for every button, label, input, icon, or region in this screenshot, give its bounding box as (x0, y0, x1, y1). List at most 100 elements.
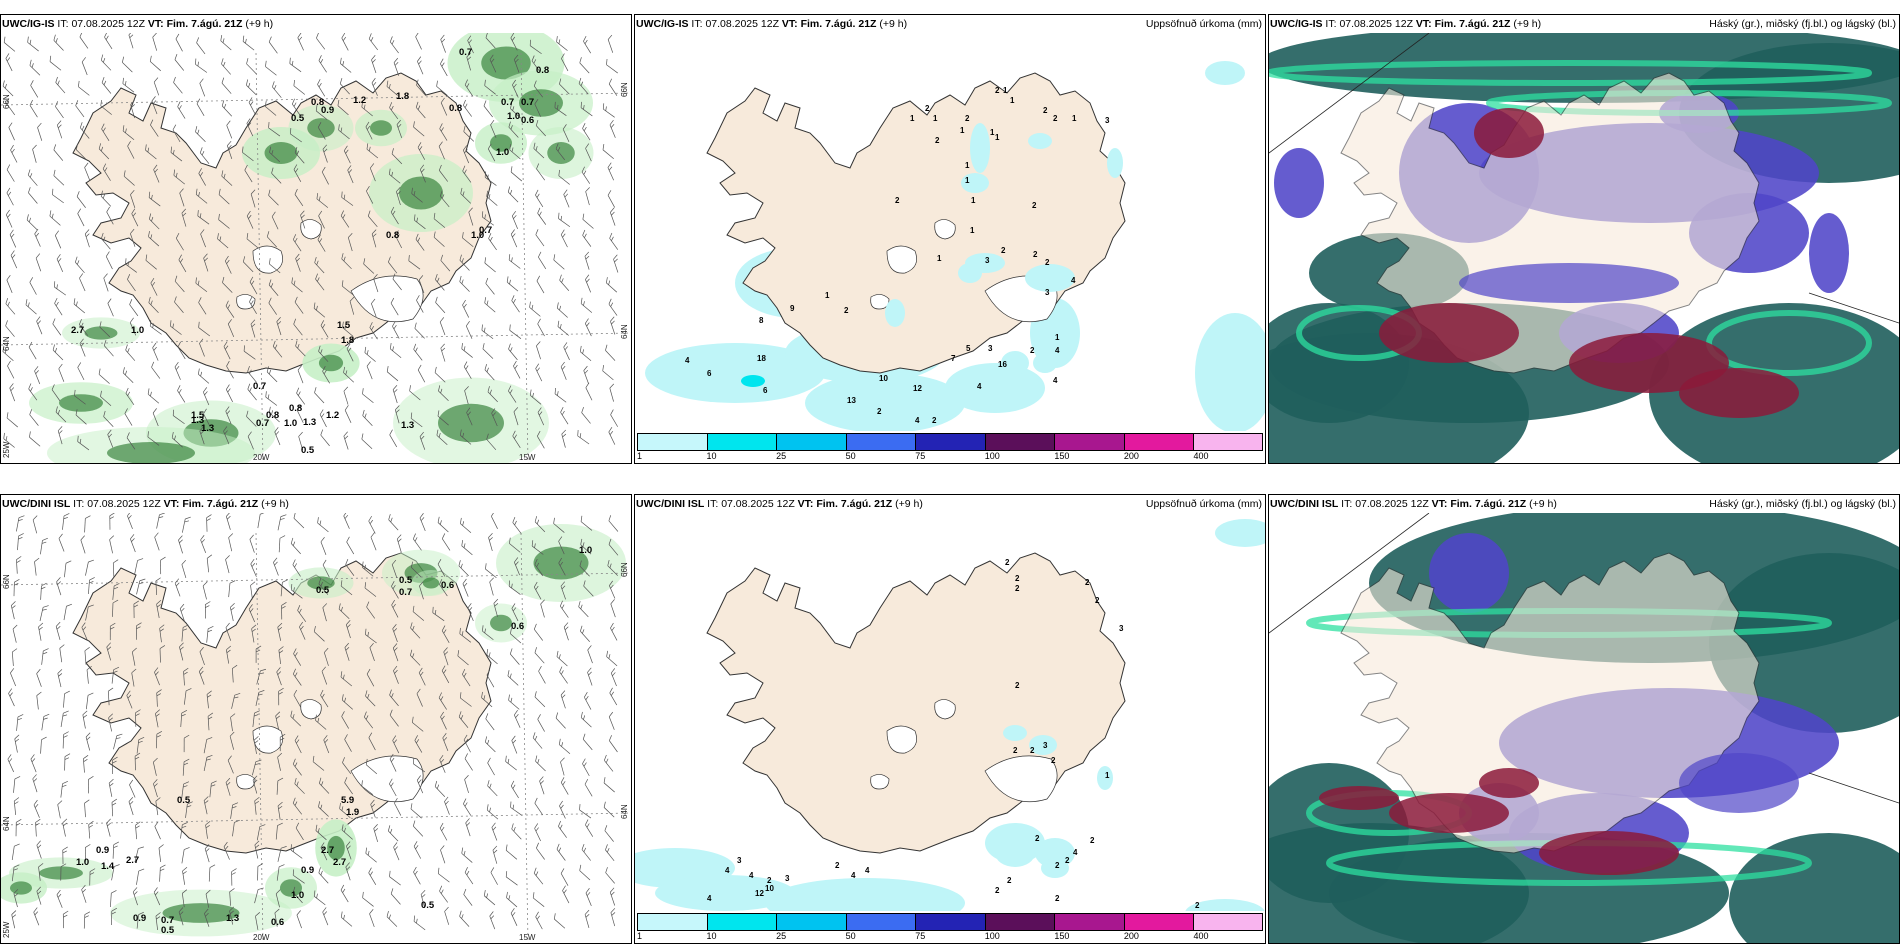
colorbar-swatch (1054, 913, 1124, 931)
wind-map[interactable]: 0.7 0.8 0.5 0.9 0.8 1.2 1.8 0.7 0.6 0.8 1.0 0.7 1.0 0… (1, 33, 631, 463)
wind-barb (609, 232, 619, 250)
wind-barb (413, 343, 423, 361)
wind-barb (294, 146, 305, 164)
wind-barb (125, 258, 137, 273)
precip-amount-label: 2 (1095, 596, 1100, 605)
wind-barb (584, 318, 592, 337)
wind-barb (294, 296, 304, 314)
wind-barb (254, 887, 264, 904)
wind-barb (415, 233, 425, 251)
wind-barb (198, 368, 210, 384)
colorbar-tick-label: 75 (915, 931, 926, 941)
wind-barb (513, 54, 520, 73)
precip-value-label: 5.9 (341, 795, 354, 806)
wind-barb (242, 256, 254, 273)
wind-barb (315, 824, 327, 841)
wind-barb (604, 754, 614, 772)
wind-barb (464, 753, 473, 771)
wind-barb (122, 367, 134, 383)
wind-barb (152, 342, 159, 361)
cloud-map[interactable] (1269, 33, 1899, 463)
panel-header: UWC/IG-IS IT: 07.08.2025 12Z VT: Fim. 7.… (1269, 15, 1899, 33)
wind-barb (419, 513, 426, 532)
wind-barb (347, 233, 353, 252)
wind-barb (153, 164, 160, 183)
wind-barb (340, 884, 349, 903)
precip-value-label: 1.3 (401, 420, 414, 431)
precip-map[interactable]: 2222232223212224224434234412104222112 (635, 513, 1265, 943)
wind-barb (30, 80, 39, 98)
precip-value-label: 0.5 (161, 925, 175, 936)
init-time: 07.08.2025 12Z (705, 18, 779, 30)
glacier-outline (252, 725, 283, 754)
wind-map[interactable]: 1.0 0.5 0.5 0.7 0.6 0.6 0.5 0.9 1.0 1.4 2.7 5.9 1.9 0… (1, 513, 631, 943)
wind-barb (57, 426, 63, 445)
wind-barb (152, 33, 158, 51)
wind-barb (389, 343, 402, 359)
wind-barb (34, 366, 41, 385)
wind-barb (278, 535, 286, 553)
wind-barb (482, 625, 494, 641)
wind-barb (170, 320, 182, 335)
wind-barb (174, 296, 184, 314)
wind-barb (63, 690, 70, 708)
wind-barb (559, 600, 569, 618)
lon-label-right: 15W (519, 453, 536, 462)
colorbar-swatch (776, 913, 846, 931)
wind-barb (150, 119, 159, 137)
wind-barb (257, 863, 264, 881)
precip-area-inland (1097, 766, 1113, 790)
wind-barb (175, 232, 184, 251)
wind-barb (505, 871, 518, 886)
wind-barb (154, 532, 160, 551)
precip-value-label: 0.5 (421, 900, 435, 911)
iceland-landmass (706, 552, 1126, 854)
wind-barb (268, 279, 279, 296)
wind-barb (554, 101, 567, 116)
precip-value-label: 1.8 (341, 335, 354, 346)
wind-barb (317, 517, 329, 533)
wind-barb (203, 408, 211, 427)
precip-map[interactable]: 1 1 2 1 1 2 1 2 2 2 1 3 1 1 1 2 1 1 2 2 1 3 1 2 2 2 3 1 4 4 4 2 8 9 1 2 4 6 18… (635, 33, 1265, 463)
wind-barb (488, 533, 493, 552)
wind-barb (88, 776, 94, 794)
wind-barb (55, 76, 66, 94)
cloud-map[interactable] (1269, 513, 1899, 943)
wind-barb (559, 274, 570, 292)
precip-area-inland (970, 123, 990, 173)
precip-area-light (655, 875, 795, 911)
wind-barb (198, 321, 211, 337)
wind-barb (481, 324, 494, 340)
valid-time: Fim. 7.ágú. 21Z (800, 18, 877, 30)
wind-barb (274, 427, 281, 446)
wind-barb (28, 187, 38, 204)
precip-amount-label: 1 (825, 291, 830, 300)
wind-barb (250, 319, 256, 338)
precip-area-inland (1003, 725, 1027, 741)
wind-barb (13, 578, 20, 597)
precip-amount-label: 2 (935, 136, 940, 145)
wind-barb (511, 735, 518, 754)
wind-barb (246, 118, 254, 137)
wind-barb (579, 804, 592, 819)
precip-amount-label: 10 (765, 884, 774, 893)
wind-barb (487, 386, 498, 403)
wind-barb (277, 846, 287, 862)
wind-barb (559, 800, 566, 819)
colorbar-tick-label: 25 (776, 451, 787, 461)
wind-barb (129, 779, 136, 798)
wind-barb (537, 318, 545, 337)
lat-label-right-bottom: 64N (620, 324, 629, 339)
wind-barb (290, 844, 303, 859)
wind-barb (322, 559, 330, 578)
vt-label: VT: (797, 498, 814, 510)
colorbar-swatch (915, 913, 985, 931)
wind-barb (393, 842, 400, 861)
wind-barb (272, 81, 282, 98)
it-label: IT: (707, 498, 719, 510)
wind-barb (605, 844, 615, 862)
wind-barb (204, 844, 210, 863)
wind-barb (221, 58, 231, 75)
wind-barb (320, 537, 327, 556)
wind-barb (606, 58, 618, 74)
